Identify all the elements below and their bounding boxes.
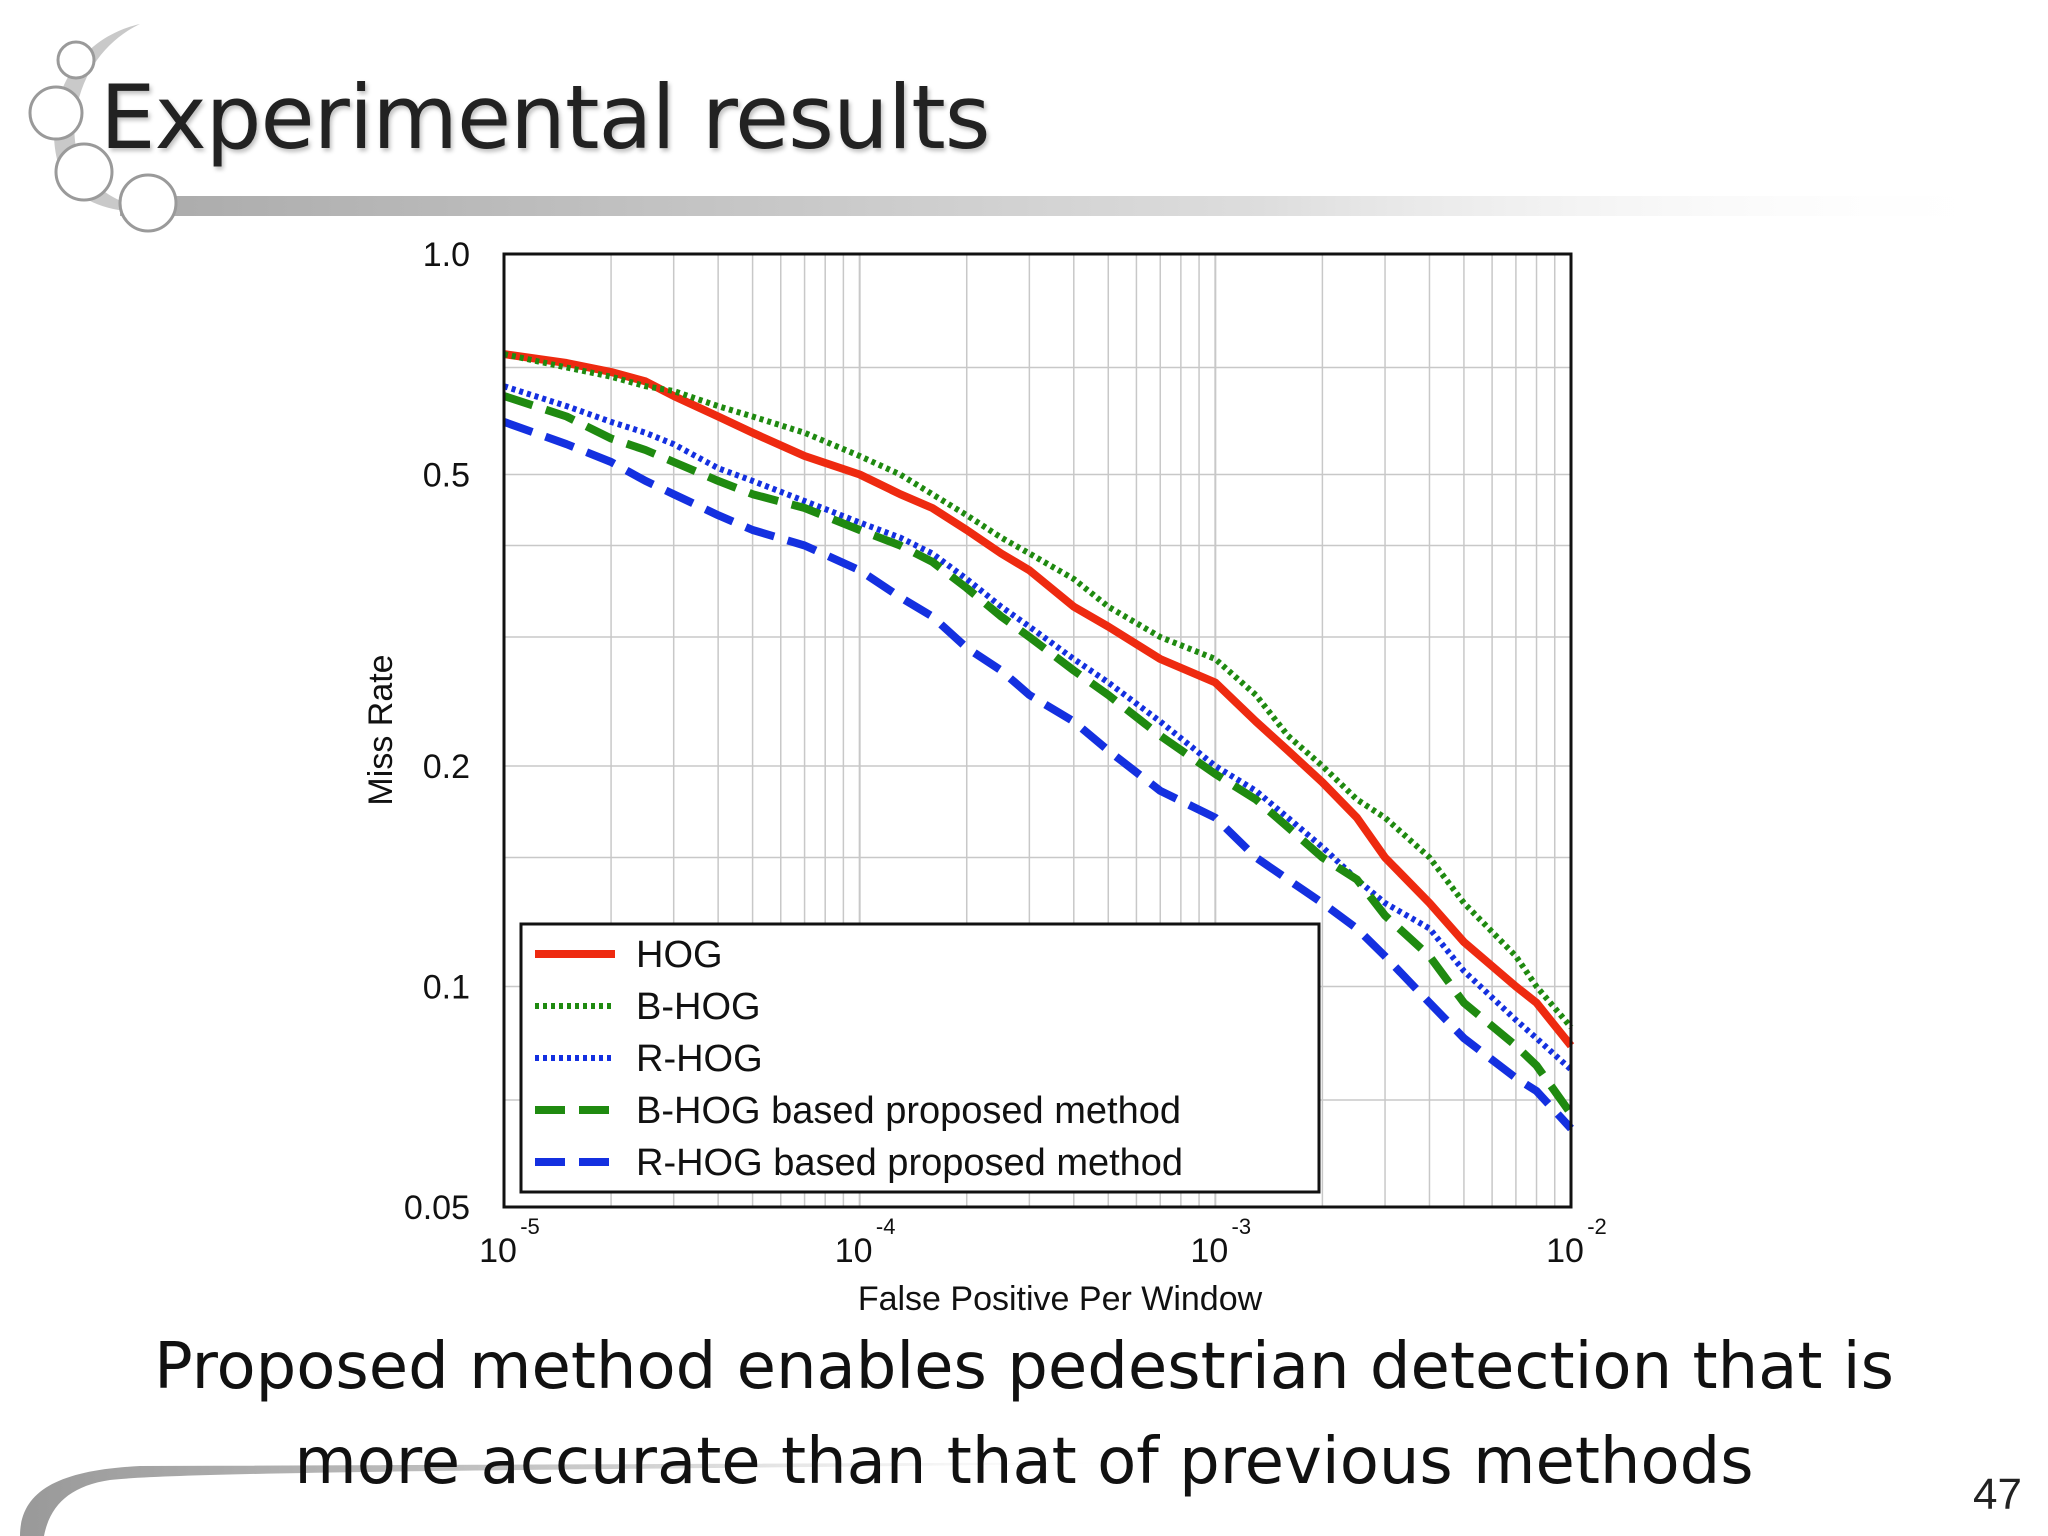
- legend-label: B-HOG: [636, 986, 761, 1028]
- series-line-3: [503, 383, 1574, 1072]
- bubble: [28, 85, 84, 141]
- x-tick-label: 10-4: [835, 1214, 896, 1270]
- bubble: [118, 173, 178, 233]
- legend-label: B-HOG based proposed method: [636, 1090, 1181, 1132]
- series-line-5: [502, 418, 1574, 1132]
- x-axis-label: False Positive Per Window: [858, 1280, 1263, 1318]
- series-line-1: [503, 350, 1575, 1049]
- y-tick-label: 0.2: [423, 748, 470, 786]
- legend-label: R-HOG based proposed method: [636, 1142, 1183, 1184]
- page-number: 47: [1973, 1470, 2022, 1519]
- x-tick-label: 10-3: [1190, 1214, 1251, 1270]
- caption-line-1: Proposed method enables pedestrian detec…: [154, 1330, 1894, 1404]
- x-tick-exponent: -5: [520, 1214, 540, 1239]
- legend-label: R-HOG: [636, 1038, 763, 1080]
- series-line-4: [502, 392, 1575, 1117]
- x-tick-exponent: -3: [1232, 1214, 1252, 1239]
- plot-frame: [502, 252, 1573, 1209]
- y-tick-label: 1.0: [423, 236, 470, 274]
- x-tick-base: 10: [835, 1232, 873, 1270]
- x-tick-base: 10: [479, 1232, 517, 1270]
- bubble: [54, 142, 114, 202]
- title-underline-bar: [120, 196, 2020, 216]
- y-tick-label: 0.05: [404, 1189, 470, 1227]
- y-axis-label: Miss Rate: [362, 654, 400, 805]
- x-tick-exponent: -4: [876, 1214, 896, 1239]
- bottom-swoosh: [20, 1462, 1200, 1536]
- legend: HOG B-HOG R-HOG B-HOG based proposed method…: [519, 922, 1321, 1194]
- x-tick-base: 10: [1190, 1232, 1228, 1270]
- legend-label: HOG: [636, 934, 723, 976]
- x-tick-label: 10-2: [1546, 1214, 1607, 1270]
- legend-box: [519, 922, 1321, 1194]
- series-line-2: [503, 351, 1574, 1030]
- x-tick-base: 10: [1546, 1232, 1584, 1270]
- caption-line-2: more accurate than that of previous meth…: [294, 1425, 1754, 1499]
- x-tick-label: 10-5: [479, 1214, 540, 1270]
- bubble: [56, 40, 96, 80]
- slide-title: Experimental results: [100, 66, 991, 169]
- y-tick-label: 0.1: [423, 968, 470, 1006]
- x-tick-exponent: -2: [1587, 1214, 1607, 1239]
- series-layer: [502, 350, 1575, 1132]
- y-tick-label: 0.5: [423, 457, 470, 495]
